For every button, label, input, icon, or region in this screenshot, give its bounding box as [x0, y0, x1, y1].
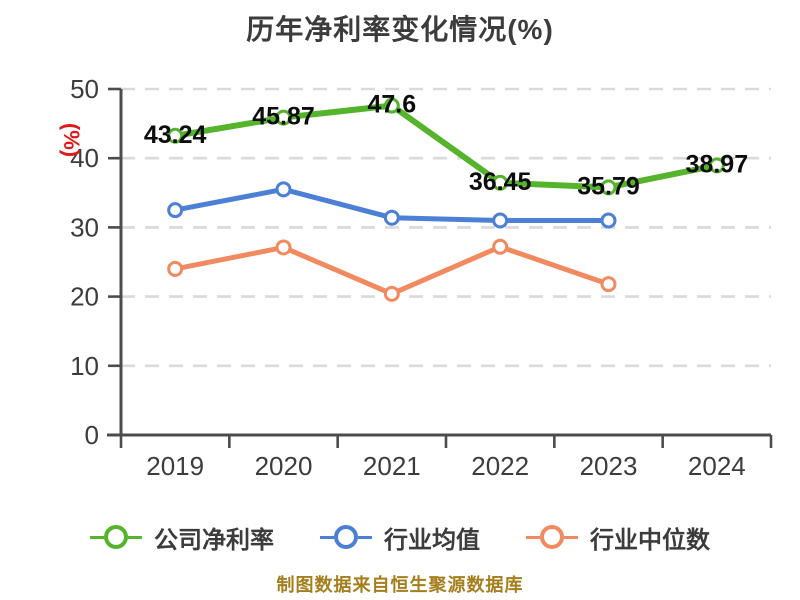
data-point-series-0: [383, 97, 400, 114]
y-tick-label: 20: [70, 282, 99, 312]
data-point-series-0: [275, 109, 292, 126]
data-point-series-0: [492, 174, 509, 191]
value-label: 35.79: [577, 172, 640, 200]
y-tick-label: 40: [70, 143, 99, 173]
data-point-series-1: [492, 212, 509, 229]
y-tick-label: 50: [70, 74, 99, 104]
legend-item-industry-median[interactable]: 行业中位数: [526, 520, 710, 555]
chart-legend: 公司净利率 行业均值 行业中位数: [0, 514, 800, 560]
line-chart-plot: 0 10 20 30 40 50 2019 2020 2021 2022 2023 2024 (%) 43…: [59, 74, 773, 481]
data-point-series-1: [383, 209, 400, 226]
y-tick-label: 0: [85, 420, 99, 450]
legend-item-company-net-margin[interactable]: 公司净利率: [90, 520, 274, 555]
chart-title: 历年净利率变化情况(%): [246, 14, 554, 45]
data-point-series-2: [167, 260, 184, 277]
x-tick-label: 2024: [688, 451, 746, 481]
x-tick-label: 2021: [363, 451, 421, 481]
value-label: 43.24: [144, 121, 207, 149]
data-point-series-2: [600, 276, 617, 293]
legend-item-industry-mean[interactable]: 行业均值: [320, 520, 480, 555]
data-source-caption: 制图数据来自恒生聚源数据库: [276, 575, 524, 595]
data-point-series-2: [275, 239, 292, 256]
value-label: 36.45: [469, 168, 532, 196]
data-point-series-0: [600, 179, 617, 196]
data-point-series-1: [167, 202, 184, 219]
value-label: 47.6: [367, 91, 416, 119]
data-point-series-1: [275, 181, 292, 198]
y-tick-label: 30: [70, 212, 99, 242]
legend-label: 公司净利率: [154, 526, 274, 554]
legend-label: 行业中位数: [590, 526, 710, 554]
x-tick-label: 2023: [580, 451, 638, 481]
legend-marker-icon: [320, 525, 372, 549]
legend-label: 行业均值: [384, 526, 480, 554]
data-point-series-1: [600, 212, 617, 229]
series-line-0: [172, 102, 720, 191]
value-label: 38.97: [686, 150, 749, 178]
data-point-series-0: [708, 157, 725, 174]
y-axis-unit-label: (%): [59, 123, 84, 157]
x-tick-label: 2019: [146, 451, 204, 481]
legend-marker-icon: [526, 525, 578, 549]
legend-marker-icon: [90, 525, 142, 549]
data-point-series-0: [167, 127, 184, 144]
y-tick-label: 10: [70, 351, 99, 381]
data-point-series-2: [492, 238, 509, 255]
value-label: 45.87: [252, 103, 315, 131]
x-tick-label: 2022: [471, 451, 529, 481]
data-point-series-2: [383, 285, 400, 302]
x-tick-label: 2020: [255, 451, 313, 481]
